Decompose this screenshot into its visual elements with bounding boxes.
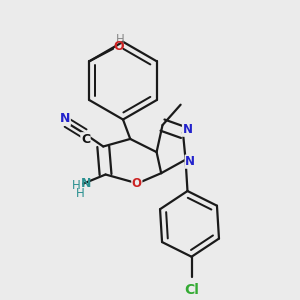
Text: N: N	[182, 123, 193, 136]
Text: N: N	[81, 177, 91, 190]
Text: H: H	[76, 187, 84, 200]
Text: O: O	[132, 177, 142, 190]
Text: H: H	[116, 33, 125, 46]
Text: Cl: Cl	[184, 283, 199, 297]
Text: O: O	[114, 40, 124, 53]
Text: C: C	[81, 133, 90, 146]
Text: N: N	[185, 155, 195, 168]
Text: H: H	[71, 178, 80, 191]
Text: N: N	[60, 112, 70, 125]
